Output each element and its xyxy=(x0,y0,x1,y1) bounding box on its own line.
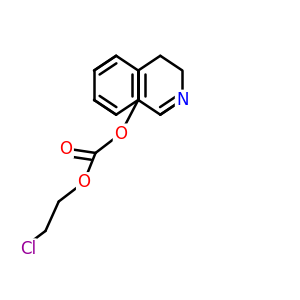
Text: O: O xyxy=(60,140,73,158)
Text: N: N xyxy=(176,91,189,109)
Text: Cl: Cl xyxy=(20,240,36,258)
Text: O: O xyxy=(77,173,90,191)
Text: O: O xyxy=(114,125,127,143)
